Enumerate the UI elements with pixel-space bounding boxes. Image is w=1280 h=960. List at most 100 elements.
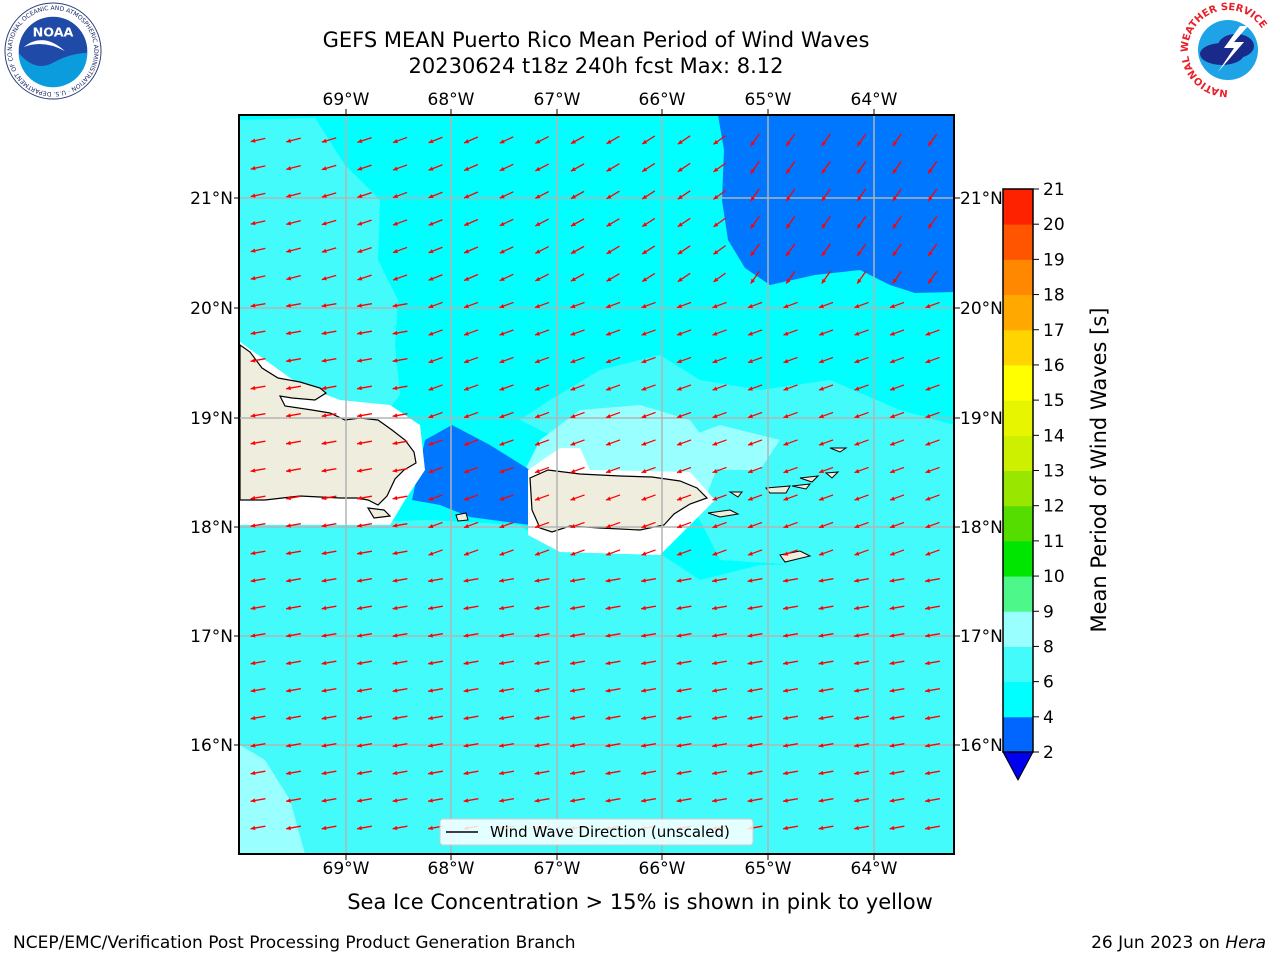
wave-direction-arrow [605,743,621,748]
wave-direction-arrow [570,521,585,529]
wave-direction-arrow [889,825,905,831]
wave-direction-arrow [321,578,337,583]
wave-direction-arrow [605,329,621,336]
lon-tick-label: 66°W [639,90,686,110]
wave-direction-arrow [250,468,266,473]
map-area [240,115,954,854]
wave-direction-arrow [925,578,940,583]
wave-direction-arrow [428,521,443,529]
wave-direction-arrow [818,825,834,831]
wave-direction-arrow [463,743,479,748]
wave-direction-arrow [856,215,867,230]
wave-direction-arrow [392,468,408,473]
wave-direction-arrow [463,136,479,144]
wave-direction-arrow [535,163,549,172]
wave-direction-arrow [818,301,834,309]
wave-direction-arrow [641,660,656,666]
wave-direction-arrow [606,218,620,227]
wave-direction-arrow [570,743,585,748]
wave-direction-arrow [286,825,301,831]
wave-direction-arrow [250,523,266,528]
wave-direction-arrow [570,605,585,611]
wave-direction-arrow [676,466,692,474]
wave-direction-arrow [747,356,763,364]
lat-tick-label: 21°N [190,189,233,209]
wave-direction-arrow [641,770,656,776]
wave-direction-arrow [250,743,266,748]
wave-direction-arrow [392,385,408,391]
lat-ticks-right: 21°N 20°N 19°N 18°N 17°N 16°N [954,189,1003,756]
wave-direction-arrow [783,494,798,501]
wave-direction-arrow [463,633,479,638]
lon-tick-label: 67°W [534,90,581,110]
wave-direction-arrow [392,330,408,336]
wave-direction-arrow [535,246,549,254]
wave-direction-arrow [534,770,550,776]
legend-label: Wind Wave Direction (unscaled) [490,823,730,841]
wave-direction-arrow [712,356,727,364]
noaa-logo: NATIONAL OCEANIC AND ATMOSPHERIC ADMINIS… [4,2,102,100]
colorbar-tick-label: 11 [1043,532,1065,552]
wave-direction-arrow [428,301,443,309]
wave-direction-arrow [605,688,621,693]
wave-direction-arrow [783,384,798,391]
wave-direction-arrow [250,137,266,143]
wave-direction-arrow [818,715,834,721]
wave-direction-arrow [463,191,479,199]
wave-direction-arrow [676,301,692,309]
wave-direction-arrow [821,133,831,147]
wave-direction-arrow [641,329,656,336]
wave-direction-arrow [428,219,443,226]
wave-direction-arrow [286,274,301,281]
wave-direction-arrow [499,301,514,309]
land-mona-island [455,512,469,522]
wave-direction-arrow [889,688,905,693]
wave-direction-arrow [676,633,692,638]
field-6-8-west [240,118,400,420]
wave-direction-arrow [641,272,656,283]
wave-direction-arrow [925,301,940,309]
wave-direction-arrow [250,770,266,776]
wave-direction-arrow [321,358,337,363]
wave-direction-arrow [321,164,337,171]
wave-direction-arrow [534,439,550,446]
wave-direction-arrow [677,190,691,200]
wave-direction-arrow [357,688,372,693]
wave-direction-arrow [854,439,869,446]
wave-direction-arrow [357,413,372,418]
wave-direction-arrow [428,164,443,171]
lon-tick-label: 64°W [851,859,898,879]
wave-direction-arrow [286,247,301,253]
wave-direction-arrow [676,770,692,776]
wave-direction-arrow [676,660,692,666]
wave-direction-arrow [463,521,479,529]
chart-subtitle: 20230624 t18z 240h fcst Max: 8.12 [408,54,784,78]
sea-ice-caption: Sea Ice Concentration > 15% is shown in … [347,890,933,914]
wave-direction-arrow [889,660,905,666]
wave-direction-arrow [357,330,372,336]
wave-direction-arrow [250,688,266,693]
wave-direction-arrow [925,688,940,693]
wave-direction-arrow [321,523,337,528]
land-virgin-gorda [824,471,840,479]
wave-direction-arrow [606,190,620,200]
wave-direction-arrow [785,270,796,285]
wave-direction-arrow [747,384,763,391]
wave-direction-arrow [428,466,443,474]
colorbar-segment [1003,189,1033,225]
wave-direction-arrow [463,301,479,309]
wave-direction-arrow [428,411,443,419]
wave-direction-arrow [250,550,266,556]
wave-direction-arrow [463,715,479,721]
wave-direction-arrow [747,439,763,446]
wave-direction-arrow [321,743,337,748]
wave-direction-arrow [428,329,443,336]
wave-direction-arrow [818,411,834,419]
wave-direction-arrow [605,715,621,721]
wave-direction-arrow [889,798,905,803]
wave-direction-arrow [925,633,940,638]
wave-direction-arrow [606,245,620,255]
wave-direction-arrow [925,439,940,446]
wave-direction-arrow [856,133,867,147]
wave-direction-arrow [535,273,549,282]
